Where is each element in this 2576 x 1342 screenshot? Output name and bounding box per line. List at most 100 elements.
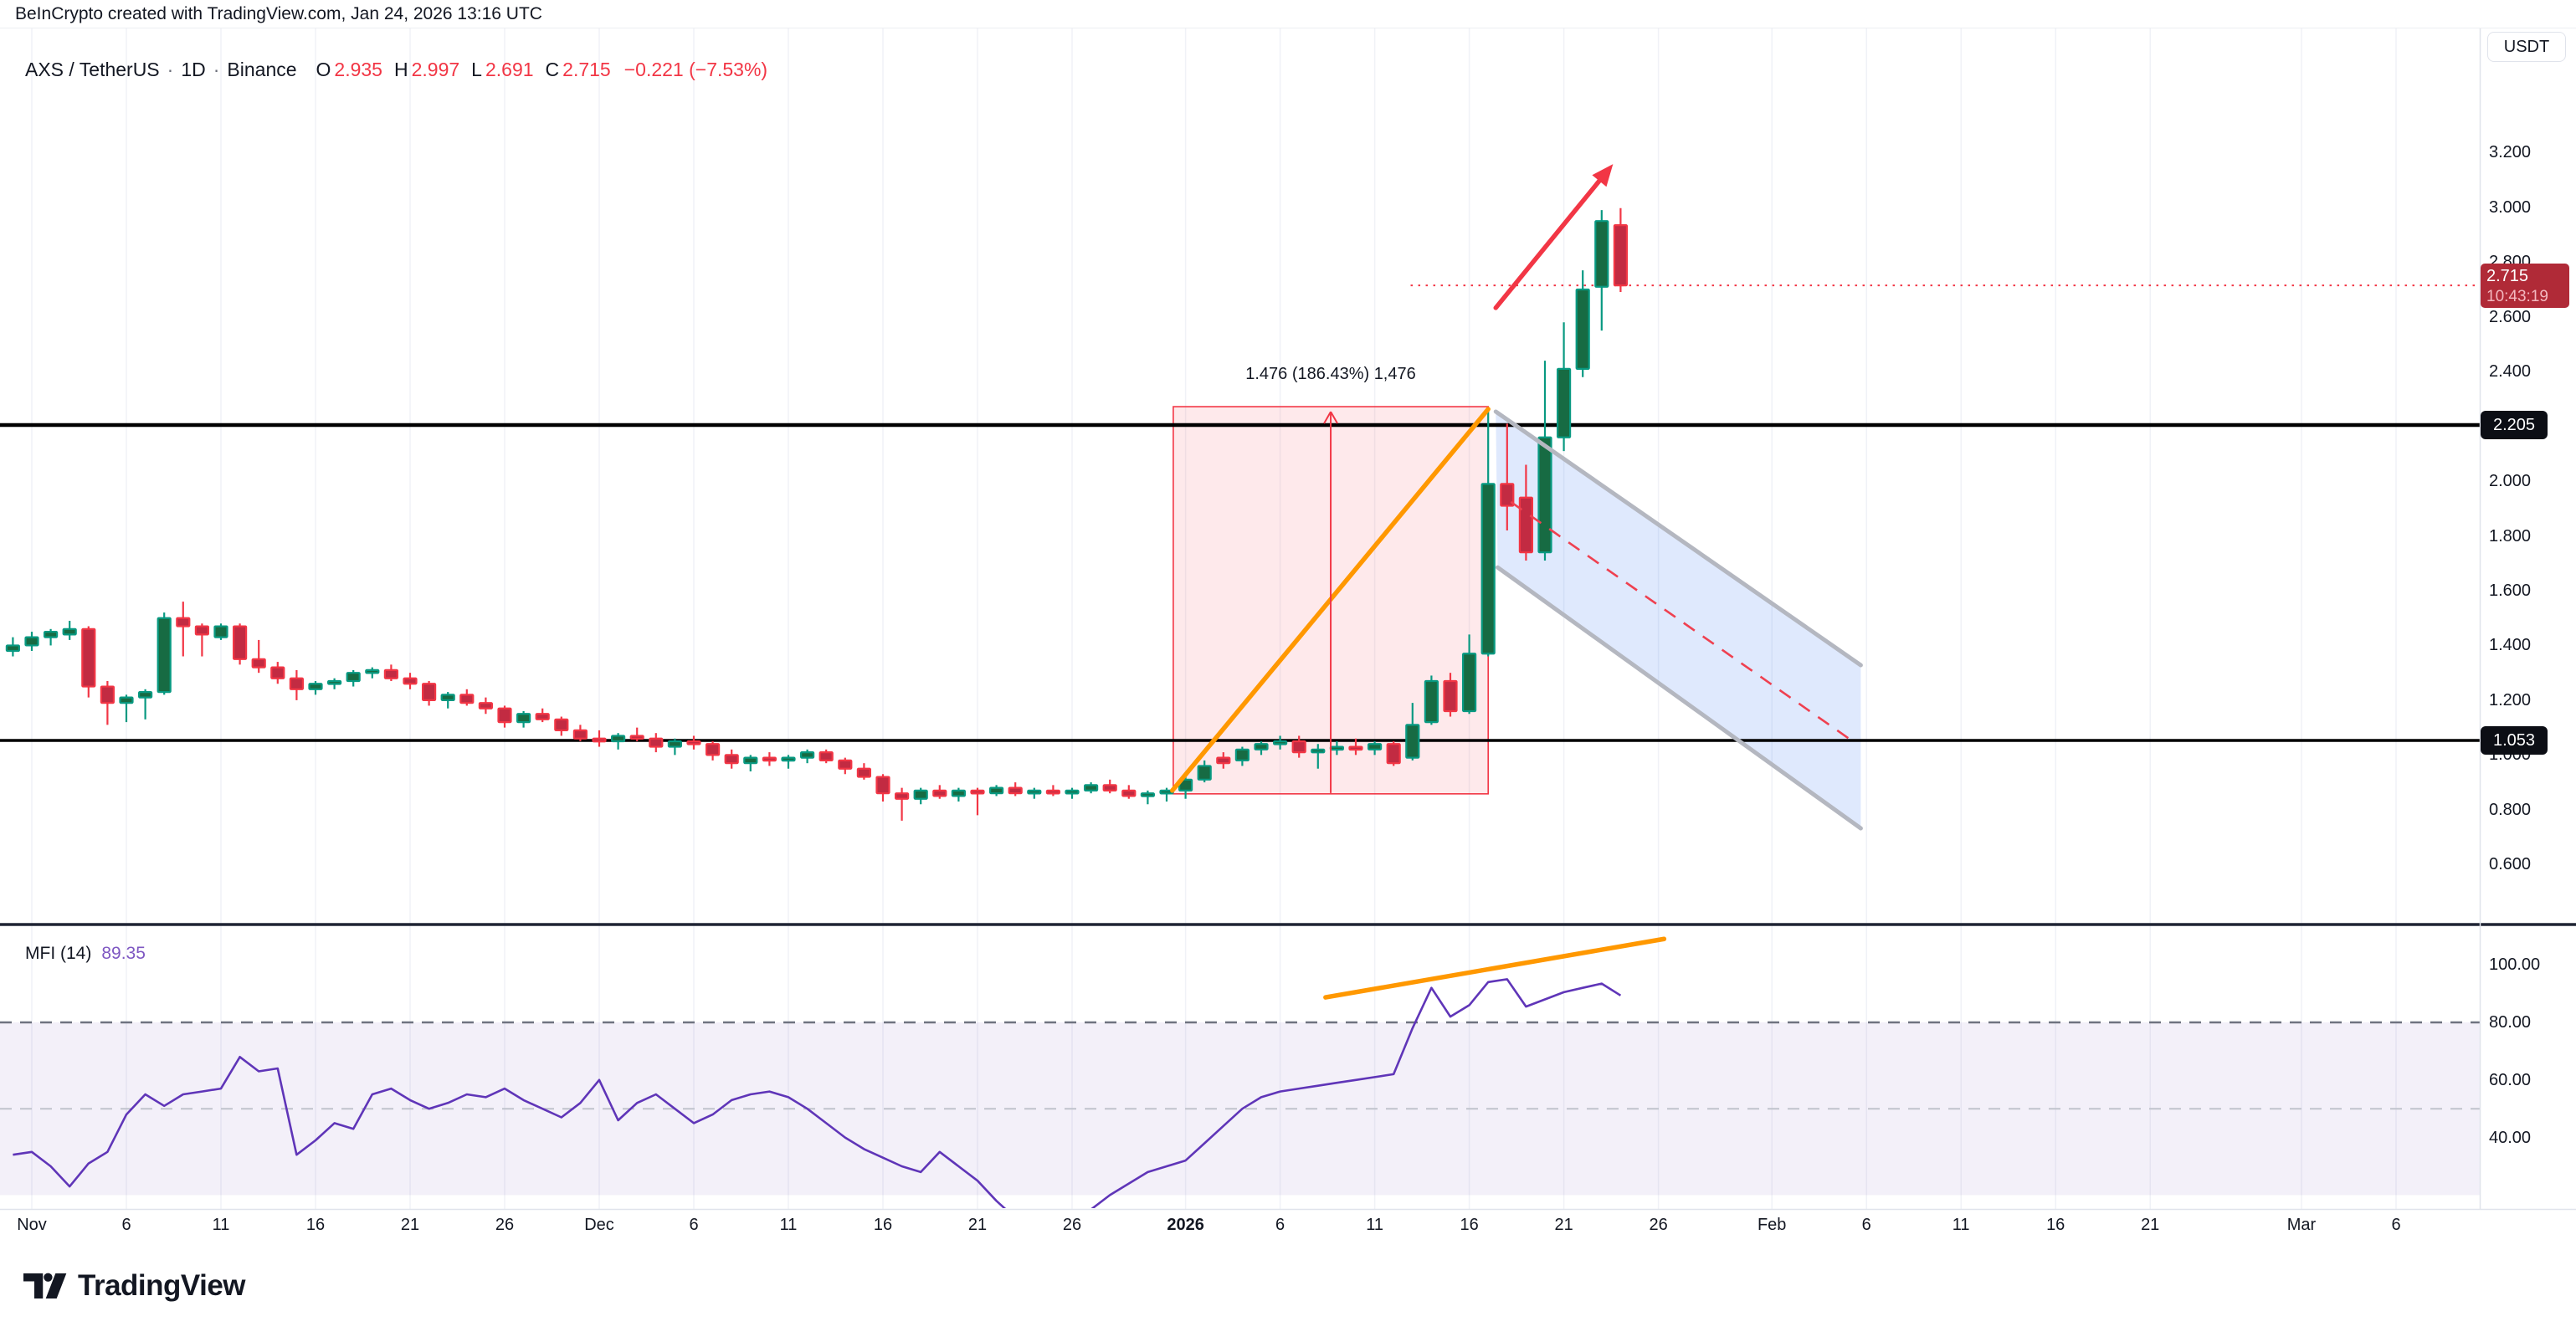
candle-body — [497, 707, 512, 724]
candle-body — [838, 759, 853, 770]
attribution-text: BeInCrypto created with TradingView.com,… — [15, 4, 542, 23]
candle-body — [270, 666, 285, 679]
separator-dot: · — [213, 59, 220, 80]
candle-body — [818, 750, 834, 762]
candle-body — [1008, 786, 1023, 795]
candle-body — [81, 627, 96, 688]
channel-bottom-line — [1496, 565, 1863, 831]
date-axis-label: 6 — [1275, 1216, 1285, 1234]
tradingview-logo-icon — [23, 1273, 67, 1299]
date-axis-label: 16 — [1460, 1216, 1479, 1234]
candle-body — [932, 789, 947, 797]
price-axis-label: 0.600 — [2489, 855, 2532, 874]
tradingview-logo-text: TradingView — [78, 1269, 246, 1302]
date-axis-label: 21 — [1554, 1216, 1573, 1234]
date-axis-label: 11 — [1952, 1216, 1970, 1234]
candle-body — [308, 683, 323, 690]
candle-body — [1311, 748, 1326, 754]
candle-body — [988, 786, 1004, 795]
candle-body — [1329, 745, 1345, 751]
date-axis-label: 16 — [873, 1216, 893, 1234]
low-value: 2.691 — [485, 59, 534, 80]
candle-body — [1348, 745, 1363, 751]
candle-body — [951, 789, 967, 797]
candle-body — [1102, 784, 1117, 792]
mfi-name[interactable]: MFI (14) — [25, 944, 92, 963]
candle-body — [649, 737, 664, 748]
candle-body — [5, 644, 21, 653]
candle-body — [1461, 653, 1477, 713]
candle-body — [856, 767, 872, 778]
candle-body — [138, 690, 153, 699]
candle-body — [1234, 748, 1250, 762]
symbol-name[interactable]: AXS / TetherUS — [25, 59, 160, 80]
price-axis-label: 1.400 — [2489, 636, 2532, 655]
date-axis-label: 11 — [1366, 1216, 1383, 1234]
candle-body — [383, 668, 398, 679]
candle-body — [1367, 743, 1383, 750]
close-value: 2.715 — [562, 59, 611, 80]
candle-body — [592, 737, 607, 743]
range-box-arrowhead — [1330, 411, 1338, 424]
support-price-badge: 1.053 — [2481, 726, 2548, 755]
mfi-indicator-title[interactable]: MFI (14) 89.35 — [25, 944, 146, 964]
high-value: 2.997 — [411, 59, 460, 80]
date-axis-label: 11 — [779, 1216, 798, 1234]
candle-body — [327, 679, 342, 685]
mfi-trendline — [1323, 936, 1667, 1000]
candle-body — [251, 658, 266, 668]
date-axis-label: 21 — [2141, 1216, 2160, 1234]
candle-body — [1405, 724, 1420, 759]
tradingview-logo[interactable]: TradingView — [23, 1267, 246, 1305]
candle-body — [1065, 789, 1080, 795]
candle-body — [875, 776, 890, 795]
candle-body — [194, 625, 209, 636]
candle-body — [799, 750, 815, 759]
red-arrowhead — [1592, 164, 1614, 187]
price-axis-label: 3.000 — [2489, 197, 2532, 217]
date-axis-label: Nov — [17, 1216, 47, 1234]
candle-body — [1424, 679, 1439, 724]
candle-body — [1216, 756, 1231, 765]
candle-body — [705, 743, 721, 756]
range-box-label: 1.476 (186.43%) 1,476 — [1245, 365, 1416, 383]
candle-body — [762, 756, 777, 762]
candle-body — [24, 636, 39, 647]
date-axis-label: Mar — [2286, 1216, 2317, 1234]
candle-body — [1556, 367, 1572, 438]
candle-body — [1443, 679, 1458, 713]
candle-body — [554, 718, 569, 732]
price-axis-label: 2.000 — [2489, 472, 2532, 491]
candle-body — [478, 702, 494, 709]
candle-body — [724, 754, 739, 765]
symbol-header[interactable]: AXS / TetherUS · 1D · Binance O 2.935 H … — [25, 59, 767, 81]
candle-body — [1197, 765, 1212, 781]
date-axis-label: 6 — [689, 1216, 699, 1234]
date-axis-label: 11 — [212, 1216, 230, 1234]
date-axis-label: 26 — [1649, 1216, 1668, 1234]
currency-toggle-button[interactable]: USDT — [2487, 32, 2566, 62]
candle-body — [1291, 740, 1306, 754]
low-label: L — [471, 59, 482, 80]
candle-body — [572, 729, 588, 740]
last-price-badge: 2.715 10:43:19 — [2481, 264, 2569, 308]
last-price-value: 2.715 — [2486, 266, 2529, 285]
interval-label[interactable]: 1D — [181, 59, 206, 80]
exchange-label: Binance — [227, 59, 297, 80]
candle-body — [43, 630, 59, 638]
date-axis-label: Dec — [584, 1216, 614, 1234]
date-axis-label: 2026 — [1167, 1216, 1204, 1234]
date-axis-label: 26 — [495, 1216, 515, 1234]
high-label: H — [393, 59, 408, 80]
candle-body — [1027, 789, 1042, 795]
date-axis-label: 26 — [1062, 1216, 1082, 1234]
mfi-axis-label: 80.00 — [2489, 1013, 2532, 1032]
candle-body — [686, 740, 701, 745]
candle-body — [440, 694, 455, 702]
candle-body — [1386, 743, 1401, 765]
candle-body — [62, 627, 77, 636]
candle-body — [1594, 220, 1609, 288]
price-axis-label: 2.400 — [2489, 362, 2532, 382]
mfi-axis-label: 100.00 — [2489, 955, 2541, 975]
